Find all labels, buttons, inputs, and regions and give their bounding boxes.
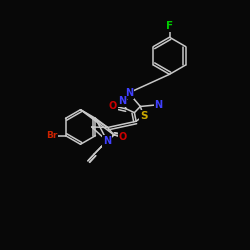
Text: O: O [108,101,117,111]
Text: F: F [166,21,173,31]
Text: S: S [140,110,147,120]
Text: N: N [103,136,111,146]
Text: Br: Br [46,131,58,140]
Text: N: N [125,88,133,98]
Text: N: N [103,136,111,146]
Text: O: O [118,132,127,142]
Text: O: O [118,132,127,142]
Text: N: N [118,96,126,106]
Text: N: N [154,100,162,110]
